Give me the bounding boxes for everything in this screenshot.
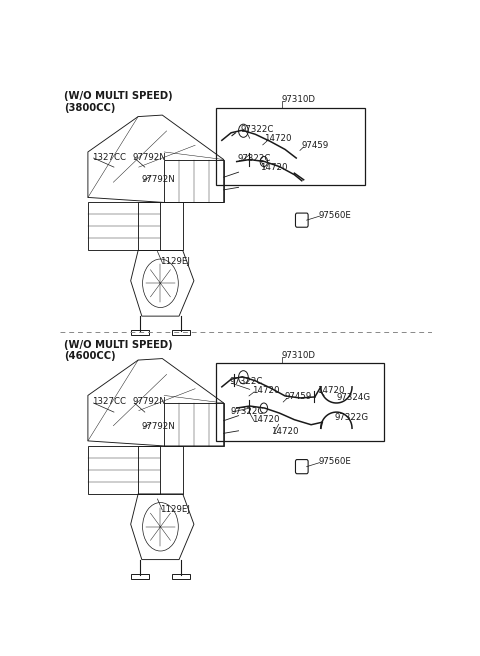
Text: 97459: 97459 [284, 392, 312, 401]
Text: 97560E: 97560E [319, 457, 351, 466]
Text: 97792N: 97792N [141, 422, 175, 431]
Text: 14720: 14720 [260, 163, 288, 172]
Bar [172, 330, 190, 335]
Text: 14720: 14720 [271, 427, 299, 436]
Text: 97560E: 97560E [319, 211, 351, 220]
Text: 1129EJ: 1129EJ [160, 257, 190, 266]
Text: 14720: 14720 [264, 134, 291, 143]
Text: 97310D: 97310D [281, 95, 315, 104]
Bar [88, 446, 160, 494]
Text: 97792N: 97792N [132, 398, 166, 407]
Bar [88, 203, 160, 251]
Text: 97322C: 97322C [240, 125, 274, 134]
Text: 97792N: 97792N [141, 175, 175, 184]
Bar [216, 108, 365, 185]
Text: 97459: 97459 [301, 141, 328, 150]
Text: (W/O MULTI SPEED): (W/O MULTI SPEED) [64, 340, 172, 350]
Bar [216, 363, 384, 441]
Bar [138, 446, 183, 494]
Text: (W/O MULTI SPEED): (W/O MULTI SPEED) [64, 91, 172, 101]
Text: (3800CC): (3800CC) [64, 103, 115, 113]
Text: 1129EJ: 1129EJ [160, 504, 190, 514]
Text: 1327CC: 1327CC [92, 152, 126, 161]
Text: 97322C: 97322C [238, 154, 271, 163]
Text: 97322C: 97322C [229, 377, 263, 386]
Text: 97322G: 97322G [335, 413, 369, 422]
Text: 97792N: 97792N [132, 152, 166, 161]
Bar [131, 330, 149, 335]
Text: 14720: 14720 [252, 415, 279, 424]
Text: 14720: 14720 [317, 386, 345, 395]
Bar [131, 574, 149, 579]
Text: 97324G: 97324G [336, 394, 370, 402]
Text: 1327CC: 1327CC [92, 398, 126, 407]
Text: 14720: 14720 [252, 386, 279, 395]
Text: 97322C: 97322C [230, 407, 264, 416]
Text: (4600CC): (4600CC) [64, 352, 115, 361]
Text: 97310D: 97310D [281, 351, 315, 360]
Bar [172, 574, 190, 579]
Bar [138, 203, 183, 251]
